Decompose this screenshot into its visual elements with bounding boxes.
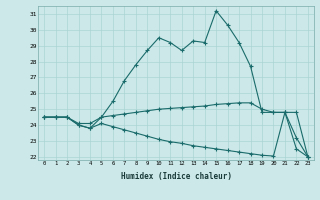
X-axis label: Humidex (Indice chaleur): Humidex (Indice chaleur) <box>121 172 231 181</box>
